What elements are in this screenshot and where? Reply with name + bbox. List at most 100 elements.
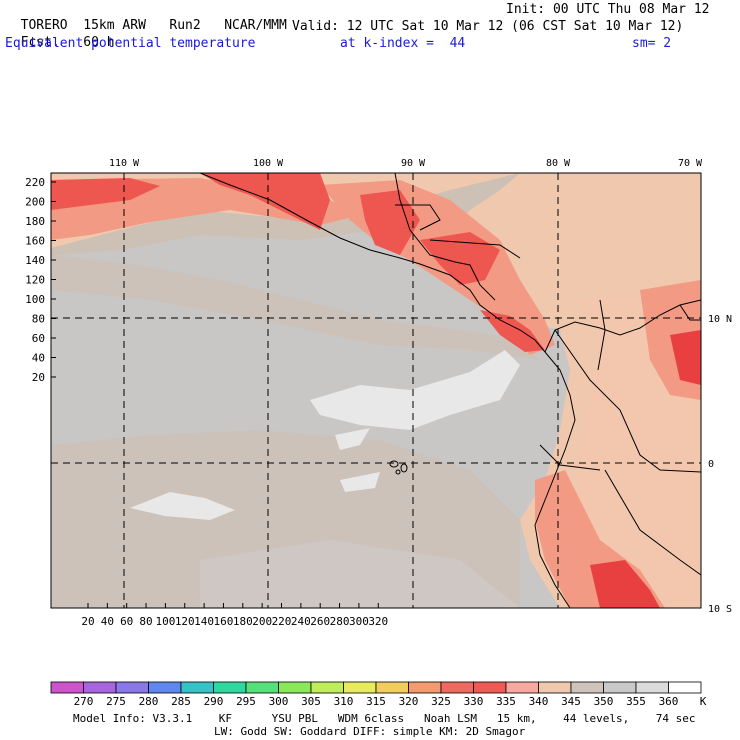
x-tick-label: 260: [310, 615, 330, 628]
colorbar-swatch: [115, 681, 149, 694]
lat-label: 10 S: [708, 604, 732, 615]
red-northwest: [51, 178, 160, 210]
model-info: Model Info: V3.3.1 KF YSU PBL WDM 6class…: [73, 712, 696, 725]
colorbar-swatch: [473, 681, 507, 694]
colorbar-label: 345: [561, 695, 581, 708]
light-grey-streak-4: [340, 472, 380, 492]
coastlines: [199, 173, 701, 608]
colorbar-swatch: [83, 681, 117, 694]
colorbar-label: 290: [204, 695, 224, 708]
light-grey-streak-3: [130, 492, 235, 520]
longitude-labels: 110 W 100 W 90 W 80 W 70 W: [109, 158, 703, 169]
lat-lon-grid: [51, 173, 701, 608]
fcst-value: 60 h: [83, 35, 115, 50]
colorbar-label: 310: [334, 695, 354, 708]
lat-label: 0: [708, 459, 714, 470]
warm-grey-band-mid: [51, 255, 540, 360]
colorbar-label: 315: [366, 695, 386, 708]
galapagos: [389, 460, 408, 475]
x-tick-label: 180: [233, 615, 253, 628]
light-grey-streak-2: [335, 428, 370, 450]
x-tick-label: 60: [120, 615, 133, 628]
colorbar-swatch: [538, 681, 572, 694]
x-tick-label: 220: [272, 615, 292, 628]
colorbar-label: 270: [74, 695, 94, 708]
y-tick-label: 40: [32, 352, 45, 365]
lon-label: 90 W: [401, 158, 426, 169]
colorbar-swatch: [668, 681, 702, 694]
y-tick-label: 200: [25, 196, 45, 209]
x-axis: 20 40 60 80 100 120 140 160 180 200 220 240 260 280 30…: [81, 603, 388, 628]
x-tick-label: 320: [368, 615, 388, 628]
field-name: Equivalent potential temperature: [5, 36, 256, 51]
lon-label: 110 W: [109, 158, 140, 169]
fcst-label: Fcst.: [20, 35, 60, 50]
model-org: NCAR/MMM: [224, 18, 287, 33]
colorbar-swatch: [603, 681, 637, 694]
latitude-labels: 10 N 0 10 S: [708, 314, 732, 615]
y-tick-label: 180: [25, 215, 45, 228]
colorbar-label: 355: [626, 695, 646, 708]
y-tick-label: 220: [25, 176, 45, 189]
y-axis: 220 200 180 160 140 120 100 80 60 40 20: [25, 176, 56, 384]
y-tick-label: 120: [25, 274, 45, 287]
colorbar-swatch: [505, 681, 539, 694]
colorbar-label: 275: [106, 695, 126, 708]
init-time: Init: 00 UTC Thu 08 Mar 12: [506, 2, 710, 17]
colorbar-label: 285: [171, 695, 191, 708]
colorbar-label: 360: [659, 695, 679, 708]
colorbar-swatch: [635, 681, 669, 694]
x-tick-label: 80: [139, 615, 152, 628]
colorbar-unit: K: [700, 695, 707, 708]
colorbar-label: 320: [399, 695, 419, 708]
colorbar-swatch: [440, 681, 474, 694]
model-name: TORERO: [20, 18, 68, 33]
y-tick-label: 60: [32, 332, 45, 345]
header-model: TORERO 15km ARW Run2 NCAR/MMM: [5, 2, 287, 34]
x-tick-label: 40: [101, 615, 114, 628]
red-peru: [590, 560, 660, 608]
y-tick-label: 100: [25, 293, 45, 306]
colorbar-swatch: [148, 681, 182, 694]
y-tick-label: 160: [25, 235, 45, 248]
red-guatemala: [360, 190, 420, 255]
colorbar-swatches: [50, 681, 702, 694]
colorbar-label: 350: [594, 695, 614, 708]
y-tick-label: 80: [32, 313, 45, 326]
x-tick-label: 120: [175, 615, 195, 628]
x-tick-label: 200: [252, 615, 272, 628]
map-frame: [50, 172, 702, 609]
colorbar-label: 340: [529, 695, 549, 708]
colorbar-label: 300: [269, 695, 289, 708]
lon-label: 70 W: [678, 158, 703, 169]
x-tick-label: 140: [194, 615, 214, 628]
forecast-hour: Fcst. 60 h: [5, 19, 115, 51]
red-east: [670, 330, 701, 385]
colorbar-label: 325: [431, 695, 451, 708]
colorbar-swatch: [343, 681, 377, 694]
x-tick-label: 300: [349, 615, 369, 628]
model-physics: LW: Godd SW: Goddard DIFF: simple KM: 2D…: [214, 725, 526, 738]
model-run: Run2: [169, 18, 201, 33]
x-tick-label: 20: [81, 615, 94, 628]
colorbar-swatch: [180, 681, 214, 694]
colorbar-swatch: [278, 681, 312, 694]
colorbar-label: 330: [464, 695, 484, 708]
lon-label: 100 W: [253, 158, 284, 169]
x-tick-label: 100: [155, 615, 175, 628]
warm-grey-band-lower: [200, 540, 520, 608]
x-tick-label: 280: [330, 615, 350, 628]
colorbar-swatch: [213, 681, 247, 694]
colorbar-swatch: [245, 681, 279, 694]
colorbar-label: 280: [139, 695, 159, 708]
red-mexico: [200, 173, 330, 230]
colorbar-swatch: [375, 681, 409, 694]
lon-label: 80 W: [546, 158, 571, 169]
smoothing-info: sm= 2: [632, 36, 672, 51]
red-honduras: [420, 232, 500, 285]
valid-time: Valid: 12 UTC Sat 10 Mar 12 (06 CST Sat …: [292, 19, 684, 34]
level-info: at k-index = 44: [340, 36, 466, 51]
colorbar-swatch: [408, 681, 442, 694]
